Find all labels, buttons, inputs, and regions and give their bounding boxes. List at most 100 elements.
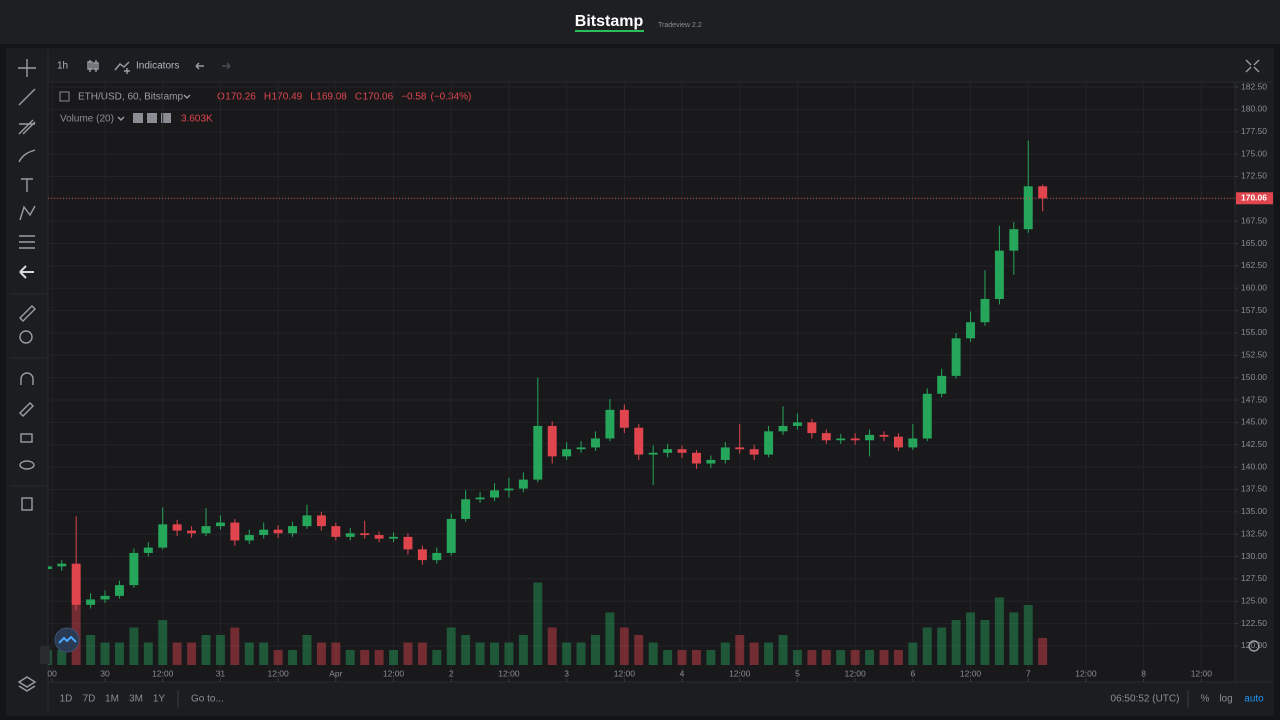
range-button[interactable]: 7D [83,694,96,705]
volume-bar [345,650,355,665]
magnet-tool[interactable] [20,372,34,385]
trendline-tool[interactable] [18,88,36,106]
volume-bar [879,650,889,665]
volume-bar [490,642,499,665]
auto-toggle[interactable]: auto [1244,694,1264,705]
candle-body [273,529,283,534]
settings[interactable] [1248,640,1260,652]
candle-body [331,526,341,537]
volume-value: 3.603K [181,114,213,125]
candle-body [316,515,326,527]
volume-bar [764,642,774,665]
brand[interactable]: Bitstamp [575,13,644,30]
back-tool[interactable] [19,265,34,279]
prediction-tool[interactable] [19,235,35,249]
clock: 06:50:52 (UTC) [1111,694,1180,705]
volume-bar [504,642,514,665]
y-tick-label: 122.50 [1241,618,1267,628]
volume-bar [100,642,110,665]
candle-body [187,530,197,534]
text-tool[interactable] [21,178,33,192]
log-toggle[interactable]: log [1219,694,1232,705]
candle-body [937,375,947,394]
x-tick-label: 5 [795,668,800,678]
volume-bar [143,642,153,665]
y-tick-label: 160.00 [1241,282,1267,292]
volume-bar [57,650,67,665]
brush-tool[interactable] [18,149,36,163]
y-tick-label: 150.00 [1241,372,1267,382]
volume-bar [749,642,759,665]
volume-bar [273,650,283,665]
interval[interactable]: 1h [57,61,68,72]
candle-body [547,425,557,457]
layers-tool[interactable] [17,676,37,692]
x-tick-label: 6 [910,668,915,678]
delete-tool[interactable] [21,497,33,511]
range-button[interactable]: 1M [105,694,119,705]
volume-remove[interactable] [161,113,171,123]
last-price-label: 170.06 [1241,193,1267,203]
volume-bar [389,650,399,665]
indicators[interactable]: Indicators [136,61,179,72]
ohlc-key: C [355,92,362,103]
symbol-menu[interactable] [183,94,191,99]
y-tick-label: 180.00 [1241,104,1267,114]
volume-name: Volume (20) [60,114,114,125]
y-tick-label: 125.00 [1241,595,1267,605]
candle-body [533,425,543,480]
x-tick-label: 00 [47,668,57,678]
undo[interactable] [195,62,204,70]
candle-body [994,250,1004,299]
volume-bar [807,650,817,665]
volume-bar [533,582,543,665]
version: Tradeview 2.2 [658,22,702,29]
candle-body [71,563,81,605]
volume-bar [908,642,918,665]
range-button[interactable]: 3M [129,694,143,705]
y-tick-label: 137.50 [1241,484,1267,494]
footer: 1D 7D 1M 3M 1Y [60,694,166,705]
volume-settings[interactable] [133,113,143,123]
ohlc-key: L [310,92,316,103]
lock-draw-tool[interactable] [19,402,34,417]
scroll-handle[interactable] [40,646,50,664]
x-tick-label: 30 [100,668,110,678]
collapse-icon[interactable] [59,91,70,102]
ohlc-legend: O170.26H170.49L169.08C170.06−0.58(−0.34%… [217,92,471,103]
x-tick-label: 31 [216,668,226,678]
x-tick-label: 12:00 [1191,668,1213,678]
candle-body [48,566,52,570]
percent-toggle[interactable]: % [1201,694,1210,705]
zoom-tool[interactable] [19,330,33,344]
range-button[interactable]: 1D [60,694,73,705]
chart-style[interactable] [87,60,99,72]
volume-bar [403,642,413,665]
volume-menu[interactable] [117,116,125,121]
candle-body [86,599,96,605]
candle-body [677,449,687,453]
volume-bar [591,635,600,665]
crosshair-tool[interactable] [18,59,36,77]
volume-bar [432,650,442,665]
redo[interactable] [222,62,231,70]
volume-bar [201,635,211,665]
candle-body [302,515,312,527]
x-tick-label: 7 [1026,668,1031,678]
fullscreen[interactable] [1245,59,1260,73]
pattern-tool[interactable] [19,205,36,221]
lock-tool[interactable] [20,433,33,443]
indicators-icon[interactable] [114,61,130,74]
candle-body [576,447,586,450]
ruler-tool[interactable] [19,305,36,322]
candle-body [172,524,182,531]
range-button[interactable]: 1Y [153,694,166,705]
volume-hide[interactable] [147,113,157,123]
volume-bar [619,627,629,665]
visibility-tool[interactable] [19,460,35,470]
y-tick-label: 132.50 [1241,528,1267,538]
fib-tool[interactable] [18,119,36,135]
top-bar [0,0,1280,44]
candle-body [706,459,716,464]
goto[interactable]: Go to... [191,694,224,705]
